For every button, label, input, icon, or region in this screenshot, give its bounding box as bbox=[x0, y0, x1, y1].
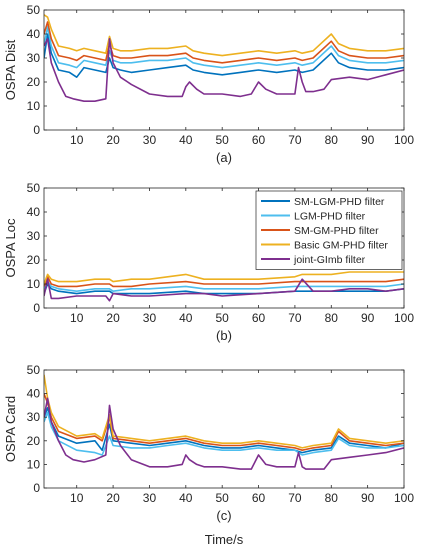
x-tick-label: 60 bbox=[252, 133, 266, 147]
y-tick-label: 40 bbox=[27, 387, 41, 401]
x-tick-label: 40 bbox=[179, 311, 193, 325]
y-tick-label: 0 bbox=[33, 123, 40, 137]
x-tick-label: 20 bbox=[106, 133, 120, 147]
series-line-4 bbox=[44, 14, 404, 57]
panel-caption: (b) bbox=[216, 328, 232, 343]
y-tick-label: 50 bbox=[27, 181, 41, 195]
x-tick-label: 90 bbox=[361, 491, 375, 505]
series-line-5 bbox=[44, 37, 404, 102]
y-tick-label: 50 bbox=[27, 3, 41, 17]
series-line-5 bbox=[44, 278, 404, 302]
series-line-1 bbox=[44, 33, 404, 78]
axes-box bbox=[43, 187, 405, 309]
y-tick-label: 0 bbox=[33, 301, 40, 315]
x-tick-label: 50 bbox=[216, 133, 230, 147]
series-line-4 bbox=[44, 271, 404, 285]
x-tick-label: 90 bbox=[361, 311, 375, 325]
x-tick-label: 40 bbox=[179, 133, 193, 147]
x-axis-label: Time/s bbox=[205, 532, 244, 547]
y-tick-label: 20 bbox=[27, 434, 41, 448]
legend-label-3: SM-GM-PHD filter bbox=[294, 225, 379, 237]
legend-label-4: Basic GM-PHD filter bbox=[294, 240, 388, 252]
x-tick-label: 50 bbox=[216, 311, 230, 325]
y-tick-label: 40 bbox=[27, 27, 41, 41]
y-tick-label: 30 bbox=[27, 410, 41, 424]
plot-area bbox=[44, 374, 404, 470]
y-tick-label: 20 bbox=[27, 75, 41, 89]
y-tick-label: 30 bbox=[27, 229, 41, 243]
x-tick-label: 10 bbox=[70, 311, 84, 325]
axes-box bbox=[43, 369, 405, 489]
panel-caption: (a) bbox=[216, 150, 232, 165]
x-tick-label: 70 bbox=[288, 491, 302, 505]
series-line-5 bbox=[44, 397, 404, 470]
y-tick-label: 20 bbox=[27, 253, 41, 267]
x-tick-label: 80 bbox=[325, 133, 339, 147]
panel-caption: (c) bbox=[216, 508, 231, 523]
x-tick-label: 40 bbox=[179, 491, 193, 505]
series-line-1 bbox=[44, 406, 404, 454]
x-tick-label: 30 bbox=[143, 491, 157, 505]
y-axis-label: OSPA Card bbox=[3, 396, 18, 462]
series-line-4 bbox=[44, 374, 404, 449]
y-tick-label: 30 bbox=[27, 51, 41, 65]
y-tick-label: 10 bbox=[27, 457, 41, 471]
y-tick-label: 50 bbox=[27, 363, 41, 377]
x-tick-label: 70 bbox=[288, 311, 302, 325]
x-tick-label: 50 bbox=[216, 491, 230, 505]
y-tick-label: 10 bbox=[27, 99, 41, 113]
x-tick-label: 80 bbox=[325, 311, 339, 325]
x-tick-label: 60 bbox=[252, 311, 266, 325]
y-tick-label: 0 bbox=[33, 481, 40, 495]
plot-area bbox=[44, 271, 404, 302]
legend-label-2: LGM-PHD filter bbox=[294, 211, 366, 223]
y-tick-label: 10 bbox=[27, 277, 41, 291]
panel-1: 10 20 30 40 50 60 70 80 90 100 0 10 20 30 40 50 OSPA Dis… bbox=[3, 3, 414, 165]
x-tick-label: 30 bbox=[143, 311, 157, 325]
y-axis-label: OSPA Loc bbox=[3, 218, 18, 278]
axes-box bbox=[43, 9, 405, 131]
y-axis-label: OSPA Dist bbox=[3, 39, 18, 100]
plot-area bbox=[44, 14, 404, 102]
series-line-2 bbox=[44, 25, 404, 69]
x-tick-label: 30 bbox=[143, 133, 157, 147]
legend-label-5: joint-GImb filter bbox=[293, 254, 366, 266]
panel-2: 10 20 30 40 50 60 70 80 90 100 0 10 20 30 40 50 OSPA Loc… bbox=[3, 181, 414, 343]
legend-label-1: SM-LGM-PHD filter bbox=[294, 196, 385, 208]
x-tick-label: 100 bbox=[394, 311, 414, 325]
x-tick-label: 10 bbox=[70, 133, 84, 147]
x-tick-label: 20 bbox=[106, 311, 120, 325]
series-line-2 bbox=[44, 411, 404, 456]
series-line-3 bbox=[44, 21, 404, 64]
series-line-3 bbox=[44, 275, 404, 288]
x-tick-label: 20 bbox=[106, 491, 120, 505]
x-tick-label: 10 bbox=[70, 491, 84, 505]
series-line-1 bbox=[44, 283, 404, 295]
y-tick-label: 40 bbox=[27, 205, 41, 219]
series-line-2 bbox=[44, 280, 404, 293]
panel-3: 10 20 30 40 50 60 70 80 90 100 0 10 20 30 40 50 OSPA Car… bbox=[3, 363, 414, 523]
series-line-3 bbox=[44, 393, 404, 452]
x-tick-label: 80 bbox=[325, 491, 339, 505]
x-tick-label: 90 bbox=[361, 133, 375, 147]
x-tick-label: 100 bbox=[394, 133, 414, 147]
x-tick-label: 70 bbox=[288, 133, 302, 147]
x-tick-label: 60 bbox=[252, 491, 266, 505]
x-tick-label: 100 bbox=[394, 491, 414, 505]
legend: SM-LGM-PHD filter LGM-PHD filter SM-GM-PHD… bbox=[255, 190, 403, 270]
